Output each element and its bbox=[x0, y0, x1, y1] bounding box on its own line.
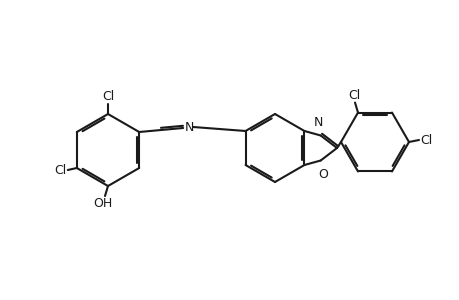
Text: Cl: Cl bbox=[55, 164, 67, 176]
Text: Cl: Cl bbox=[101, 90, 114, 103]
Text: O: O bbox=[317, 167, 327, 181]
Text: N: N bbox=[313, 116, 323, 128]
Text: N: N bbox=[185, 121, 194, 134]
Text: Cl: Cl bbox=[347, 88, 359, 102]
Text: OH: OH bbox=[93, 197, 112, 210]
Text: Cl: Cl bbox=[419, 134, 431, 146]
